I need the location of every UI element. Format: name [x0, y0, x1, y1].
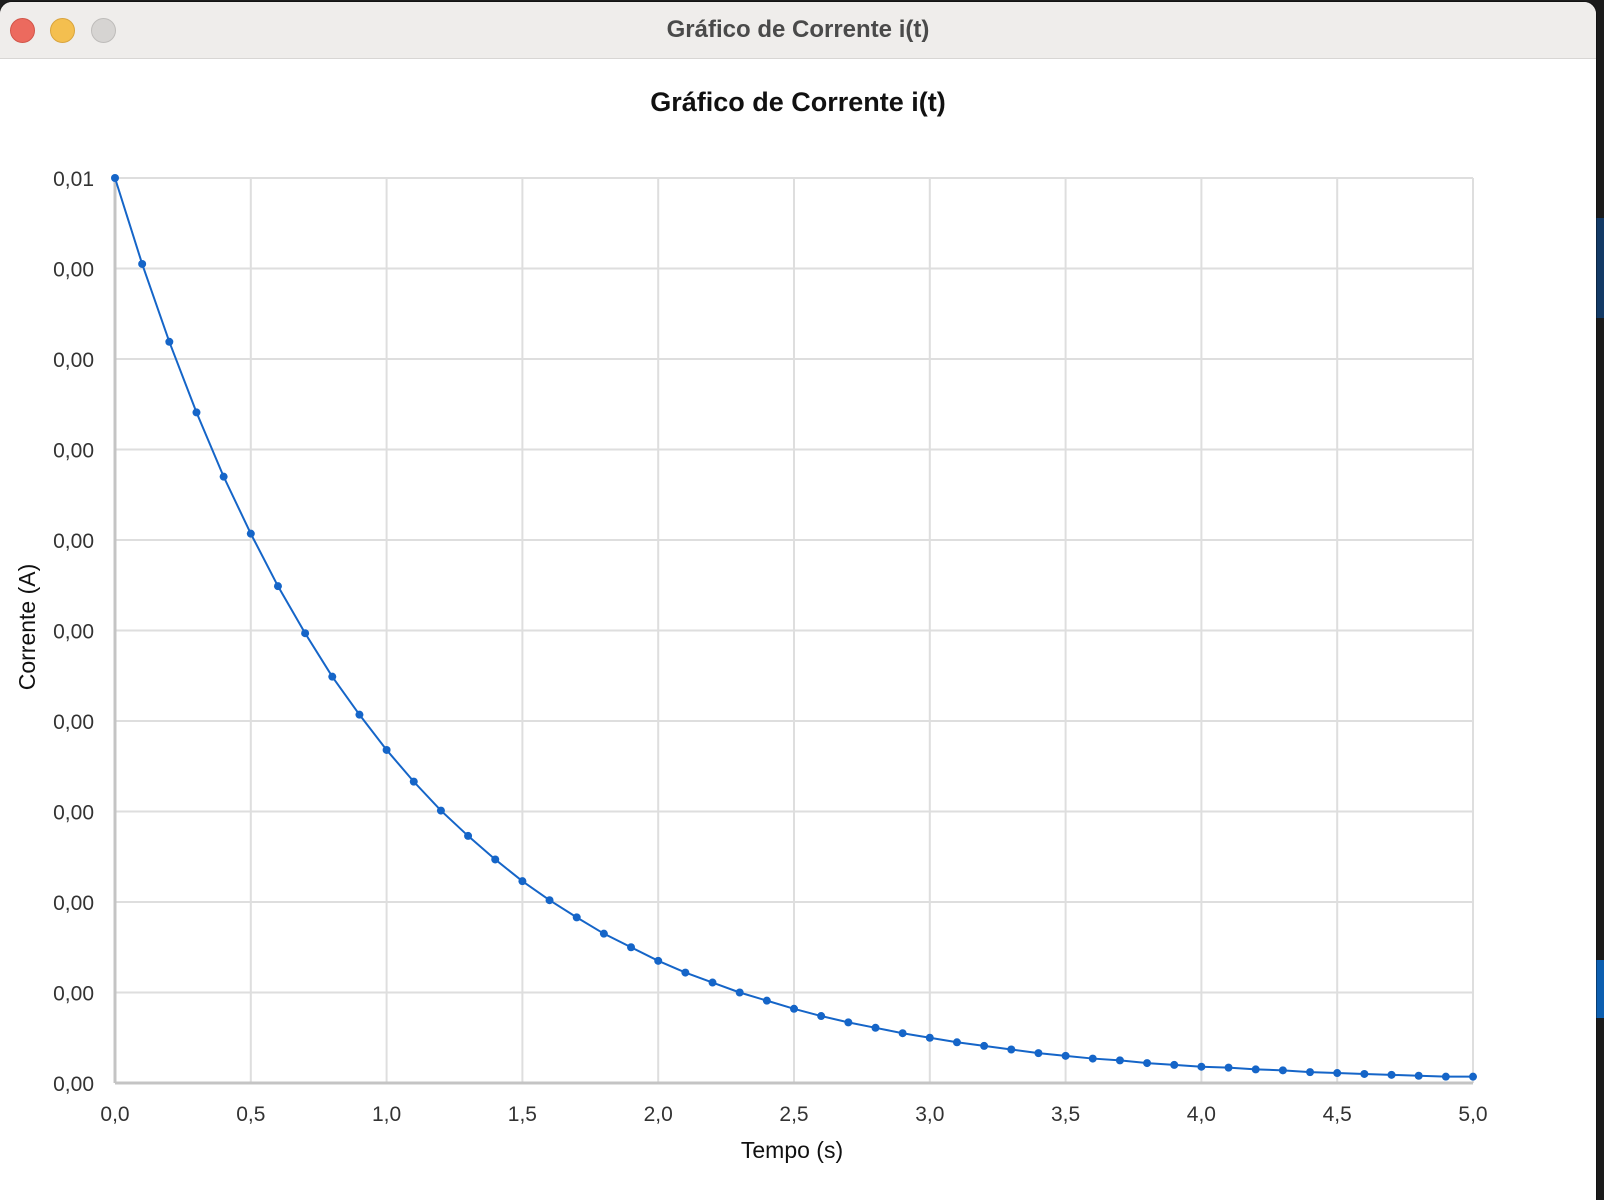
data-point — [1469, 1072, 1477, 1081]
data-point — [708, 978, 717, 987]
data-point — [980, 1041, 989, 1050]
data-point — [681, 968, 690, 977]
x-tick-label: 4,0 — [1187, 1103, 1216, 1126]
y-tick-label: 0,01 — [53, 168, 94, 191]
y-tick-label: 0,00 — [53, 1073, 94, 1096]
tick-labels: 0,0 0,5 1,0 1,5 2,0 2,5 3,0 3,5 4,0 4,5 5,0 0,00 0,0… — [53, 168, 1487, 1126]
title-bar[interactable]: Gráfico de Corrente i(t) — [0, 2, 1596, 59]
data-point — [301, 629, 310, 638]
chart-panel: Gráfico de Corrente i(t) 0,0 0,5 1,0 1,5 2,0… — [0, 59, 1596, 1200]
y-tick-label: 0,00 — [53, 530, 94, 553]
chart-title: Gráfico de Corrente i(t) — [650, 87, 946, 117]
y-axis-label: Corrente (A) — [14, 564, 40, 691]
zoom-button[interactable] — [91, 18, 116, 43]
axes — [113, 178, 1473, 1085]
x-tick-label: 3,5 — [1051, 1103, 1080, 1126]
data-point — [1061, 1051, 1070, 1060]
data-point — [817, 1012, 826, 1021]
x-axis-label: Tempo (s) — [741, 1137, 843, 1163]
data-point — [518, 877, 527, 886]
y-tick-label: 0,00 — [53, 349, 94, 372]
data-point — [1007, 1045, 1016, 1054]
window-title: Gráfico de Corrente i(t) — [666, 16, 930, 43]
x-tick-label: 2,0 — [644, 1103, 673, 1126]
data-point — [1387, 1070, 1396, 1079]
data-point — [436, 806, 445, 815]
data-point — [1333, 1069, 1342, 1078]
data-point — [1278, 1066, 1287, 1075]
data-point — [952, 1038, 961, 1047]
data-point — [219, 472, 228, 481]
data-point — [735, 988, 744, 997]
data-point — [545, 896, 554, 905]
y-tick-label: 0,00 — [53, 892, 94, 915]
y-tick-label: 0,00 — [53, 711, 94, 734]
line-chart: 0,0 0,5 1,0 1,5 2,0 2,5 3,0 3,5 4,0 4,5 5,0 0,00 0,0… — [14, 168, 1488, 1163]
data-point — [654, 956, 663, 965]
data-point — [491, 855, 500, 864]
data-point — [572, 913, 581, 922]
x-tick-label: 0,5 — [236, 1103, 265, 1126]
x-tick-label: 4,5 — [1323, 1103, 1352, 1126]
x-tick-label: 1,5 — [508, 1103, 537, 1126]
data-point — [925, 1033, 934, 1042]
data-point — [273, 582, 282, 591]
data-point — [328, 672, 337, 681]
data-point — [871, 1023, 880, 1032]
data-point — [627, 943, 636, 952]
data-point — [1251, 1065, 1260, 1074]
data-point — [165, 337, 174, 346]
y-tick-label: 0,00 — [53, 621, 94, 644]
x-tick-label: 5,0 — [1458, 1103, 1487, 1126]
data-point — [111, 174, 119, 182]
data-point — [1414, 1071, 1423, 1080]
data-point — [1224, 1063, 1233, 1072]
data-point — [599, 929, 608, 938]
x-tick-label: 1,0 — [372, 1103, 401, 1126]
y-tick-label: 0,00 — [53, 802, 94, 825]
grid-lines — [115, 177, 1474, 1083]
x-tick-label: 0,0 — [100, 1103, 129, 1126]
minimize-button[interactable] — [50, 18, 75, 43]
data-point — [1441, 1072, 1450, 1081]
data-point — [898, 1029, 907, 1038]
x-tick-label: 2,5 — [779, 1103, 808, 1126]
close-button[interactable] — [10, 18, 35, 43]
data-point — [1197, 1062, 1206, 1071]
data-point — [464, 831, 473, 840]
data-point — [790, 1004, 798, 1013]
data-point — [1143, 1059, 1152, 1068]
data-point — [1034, 1049, 1043, 1058]
data-point — [382, 745, 391, 754]
data-point — [1306, 1068, 1315, 1077]
data-point — [1360, 1069, 1369, 1078]
data-point — [409, 777, 418, 786]
data-point — [844, 1018, 853, 1027]
data-point — [355, 710, 364, 719]
data-point — [762, 996, 771, 1005]
y-tick-label: 0,00 — [53, 983, 94, 1006]
data-point — [246, 529, 255, 538]
data-point — [1115, 1056, 1124, 1065]
data-point — [1170, 1060, 1179, 1069]
y-tick-label: 0,00 — [53, 259, 94, 282]
data-series — [111, 174, 1477, 1081]
data-point — [192, 408, 201, 417]
data-point — [1088, 1054, 1097, 1063]
x-tick-label: 3,0 — [915, 1103, 944, 1126]
y-tick-label: 0,00 — [53, 440, 94, 463]
data-point — [138, 259, 147, 268]
